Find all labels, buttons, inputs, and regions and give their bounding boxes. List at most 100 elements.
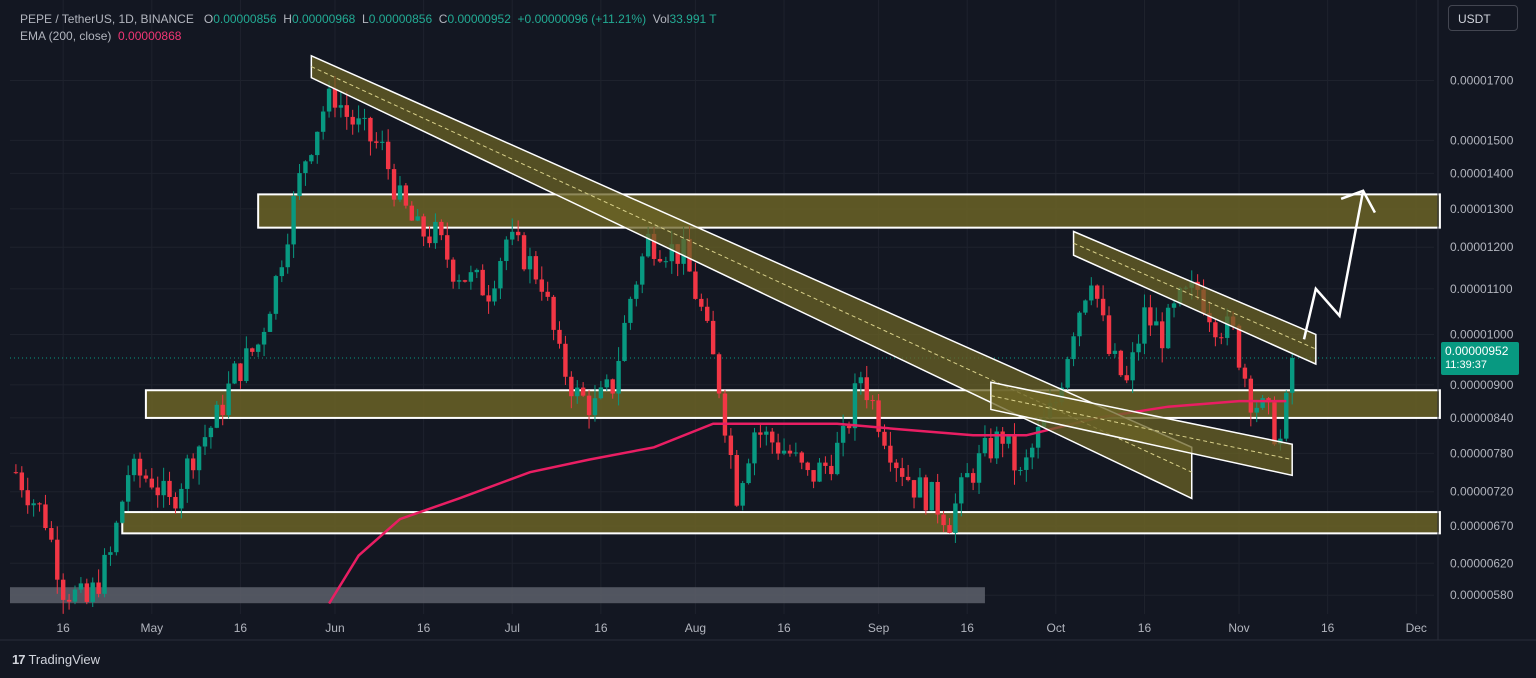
zone-box [121, 511, 1441, 535]
candle-body [557, 329, 562, 344]
candle-body [267, 313, 273, 332]
y-tick-label: 0.00001400 [1450, 166, 1514, 180]
candle-body [60, 579, 66, 600]
candle-body [1142, 307, 1147, 344]
candle-body [705, 306, 710, 321]
high-value: 0.00000968 [291, 12, 356, 26]
y-tick-label: 0.00000720 [1450, 485, 1514, 499]
candle-body [870, 400, 875, 402]
candle-body [699, 298, 704, 307]
candle-body [935, 481, 940, 515]
x-tick-label: 16 [56, 621, 70, 635]
candle-body [799, 452, 804, 463]
candle-body [315, 131, 320, 156]
candle-body [190, 458, 196, 471]
projection-path [1302, 190, 1365, 340]
candle-body [415, 216, 420, 221]
candle-body [167, 480, 172, 497]
candle-body [450, 259, 456, 282]
candle-body [1219, 337, 1224, 339]
candle-body [273, 276, 279, 314]
x-tick-label: 16 [594, 621, 608, 635]
candle-body [959, 477, 964, 504]
candle-body [876, 400, 881, 432]
candle-body [900, 468, 905, 477]
candle-body [409, 205, 414, 221]
candle-body [362, 117, 367, 119]
last-price-value: 0.00000952 [1445, 344, 1509, 358]
candle-body [953, 503, 958, 533]
candle-body [1012, 434, 1017, 471]
ema-label[interactable]: EMA (200, close) [20, 29, 112, 43]
candle-body [439, 221, 444, 236]
low-value: 0.00000856 [368, 12, 433, 26]
candle-body [131, 458, 137, 476]
candle-body [1106, 315, 1112, 354]
candle-body [297, 173, 302, 197]
candle-body [66, 599, 72, 602]
currency-button[interactable]: USDT [1448, 5, 1518, 31]
x-tick-label: Jun [325, 621, 344, 635]
x-axis[interactable]: 16 May 16 Jun 16 Jul 16 Aug 16 Sep 16 Oct 16 Nov 16 Dec [0, 621, 1536, 641]
y-tick-label: 0.00000620 [1450, 556, 1514, 570]
x-tick-label: Jul [505, 621, 520, 635]
candle-body [1165, 307, 1171, 349]
x-tick-label: 16 [417, 621, 431, 635]
volume-bar [10, 587, 985, 604]
candle-body [510, 231, 515, 240]
candle-body [1260, 398, 1265, 408]
candle-body [947, 525, 952, 533]
candle-body [332, 88, 338, 108]
candle-body [1136, 343, 1141, 353]
candle-body [1071, 336, 1076, 360]
candle-body [37, 503, 42, 505]
y-tick-label: 0.00001700 [1450, 73, 1514, 87]
x-tick-label: May [140, 621, 163, 635]
symbol-title[interactable]: PEPE / TetherUS, 1D, BINANCE [20, 12, 194, 26]
candle-body [923, 477, 929, 511]
tradingview-logo[interactable]: 17 TradingView [12, 652, 100, 667]
ema-value: 0.00000868 [118, 29, 182, 43]
candle-body [598, 387, 604, 399]
candle-body [232, 363, 237, 384]
candle-body [196, 446, 202, 471]
y-tick-label: 0.00001500 [1450, 133, 1514, 147]
candle-body [468, 272, 474, 282]
candle-body [764, 431, 769, 435]
candle-body [640, 256, 645, 285]
tradingview-logo-icon: 17 [12, 652, 26, 667]
candle-body [734, 455, 739, 506]
candle-body [1077, 312, 1082, 337]
candle-body [663, 261, 669, 263]
candle-body [173, 496, 178, 509]
candle-body [226, 383, 231, 416]
candle-body [551, 296, 556, 330]
candle-body [338, 105, 344, 108]
candle-body [894, 462, 899, 469]
candle-body [645, 233, 651, 257]
candle-body [1095, 285, 1100, 299]
projection-arrow [1302, 189, 1377, 340]
candle-body [752, 432, 757, 464]
candle-body [580, 387, 586, 396]
candle-body [770, 431, 775, 443]
candle-body [492, 288, 497, 302]
candle-body [941, 514, 946, 526]
candle-body [852, 383, 858, 429]
y-tick-label: 0.00001300 [1450, 202, 1514, 216]
bar-countdown: 11:39:37 [1445, 359, 1488, 371]
candle-body [114, 522, 119, 553]
candle-body [716, 354, 722, 394]
x-tick-label: 16 [234, 621, 248, 635]
candle-body [563, 343, 568, 377]
volume-strip [10, 587, 985, 604]
candle-body [19, 472, 25, 491]
candle-body [421, 216, 426, 237]
candle-body [622, 322, 627, 361]
candle-body [811, 470, 816, 482]
candle-body [1130, 352, 1135, 381]
x-tick-label: 16 [961, 621, 975, 635]
y-axis[interactable]: 0.00001700 0.00001500 0.00001400 0.00001300… [1437, 0, 1514, 640]
